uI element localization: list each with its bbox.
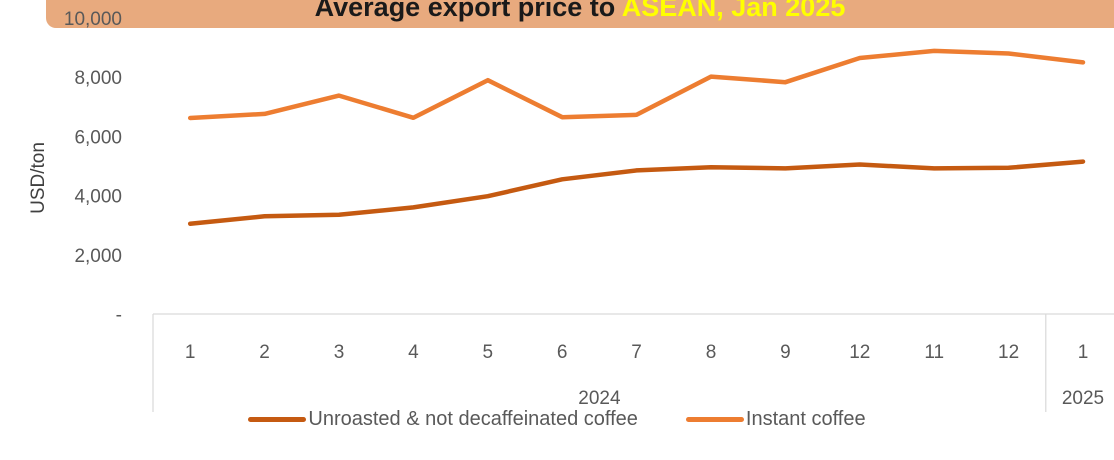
legend-item-unroasted: Unroasted & not decaffeinated coffee bbox=[248, 408, 638, 431]
x-tick-label: 12 bbox=[998, 342, 1019, 363]
x-tick-label: 2 bbox=[259, 342, 270, 363]
x-tick-label: 9 bbox=[780, 342, 791, 363]
x-tick-label: 1 bbox=[1078, 342, 1089, 363]
legend-swatch-instant bbox=[685, 417, 744, 422]
y-axis-title: USD/ton bbox=[28, 142, 49, 214]
legend-swatch-unroasted bbox=[248, 417, 307, 422]
x-tick-label: 4 bbox=[408, 342, 419, 363]
y-tick-label: - bbox=[116, 305, 122, 326]
chart-title: Average export price to ASEAN, Jan 2025 bbox=[46, 0, 1114, 21]
x-tick-label: 8 bbox=[706, 342, 717, 363]
series-line-unroasted bbox=[187, 159, 1086, 226]
x-tick-label: 7 bbox=[631, 342, 642, 363]
x-tick-label: 1 bbox=[185, 342, 196, 363]
x-tick-label: 11 bbox=[924, 342, 944, 363]
y-tick-label: 10,000 bbox=[64, 9, 122, 30]
legend: Unroasted & not decaffeinated coffee Ins… bbox=[0, 408, 1114, 431]
chart-title-prefix: Average export price to bbox=[314, 0, 622, 22]
x-group-label: 2025 bbox=[1062, 388, 1104, 409]
y-tick-label: 6,000 bbox=[74, 127, 122, 148]
x-tick-label: 12 bbox=[849, 342, 870, 363]
legend-label-unroasted: Unroasted & not decaffeinated coffee bbox=[308, 408, 638, 430]
y-tick-label: 4,000 bbox=[74, 187, 122, 208]
legend-label-instant: Instant coffee bbox=[745, 408, 866, 430]
x-tick-label: 6 bbox=[557, 342, 568, 363]
x-tick-label: 3 bbox=[334, 342, 345, 363]
series-line-instant bbox=[187, 48, 1086, 121]
x-tick-label: 5 bbox=[483, 342, 494, 363]
legend-item-instant: Instant coffee bbox=[685, 408, 866, 431]
chart-title-highlight: ASEAN, Jan 2025 bbox=[621, 0, 846, 22]
title-band: Average export price to ASEAN, Jan 2025 bbox=[46, 0, 1114, 28]
y-tick-label: 2,000 bbox=[74, 246, 122, 267]
y-tick-label: 8,000 bbox=[74, 68, 122, 89]
x-group-label: 2024 bbox=[578, 388, 621, 409]
